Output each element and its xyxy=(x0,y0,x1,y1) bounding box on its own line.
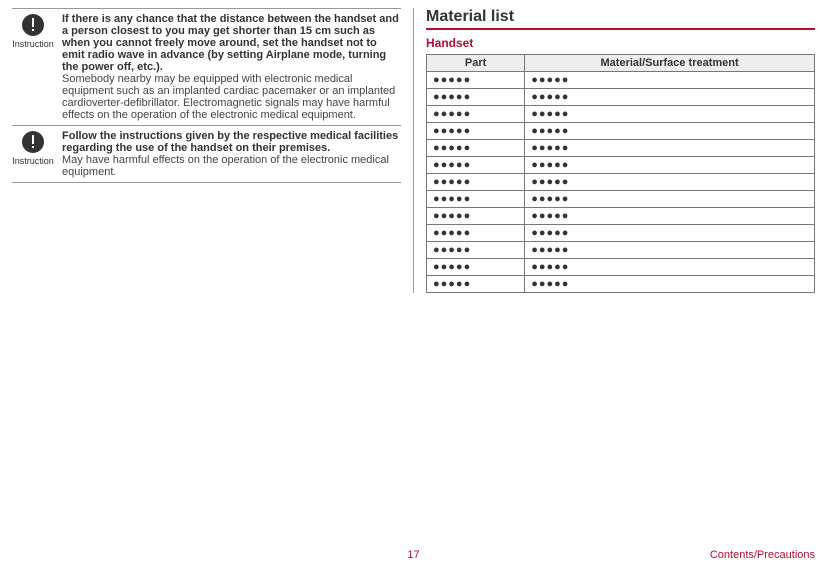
cell-part: ●●●●● xyxy=(427,123,525,140)
instruction-text: If there is any chance that the distance… xyxy=(62,13,401,121)
page-columns: Instruction If there is any chance that … xyxy=(12,8,815,293)
cell-part: ●●●●● xyxy=(427,276,525,293)
cell-part: ●●●●● xyxy=(427,106,525,123)
instruction-text: Follow the instructions given by the res… xyxy=(62,130,401,178)
table-header-row: Part Material/Surface treatment xyxy=(427,55,815,72)
cell-part: ●●●●● xyxy=(427,89,525,106)
cell-material: ●●●●● xyxy=(525,72,815,89)
instruction-bold: Follow the instructions given by the res… xyxy=(62,130,398,154)
cell-material: ●●●●● xyxy=(525,276,815,293)
col-material: Material/Surface treatment xyxy=(525,55,815,72)
instruction-block: Instruction If there is any chance that … xyxy=(12,8,401,125)
material-table: Part Material/Surface treatment ●●●●●●●●… xyxy=(426,54,815,293)
cell-material: ●●●●● xyxy=(525,242,815,259)
cell-material: ●●●●● xyxy=(525,157,815,174)
cell-part: ●●●●● xyxy=(427,191,525,208)
column-divider xyxy=(413,8,414,293)
table-row: ●●●●●●●●●● xyxy=(427,123,815,140)
instruction-icon xyxy=(12,130,54,154)
cell-part: ●●●●● xyxy=(427,174,525,191)
cell-material: ●●●●● xyxy=(525,106,815,123)
table-row: ●●●●●●●●●● xyxy=(427,157,815,174)
cell-part: ●●●●● xyxy=(427,72,525,89)
cell-material: ●●●●● xyxy=(525,191,815,208)
table-row: ●●●●●●●●●● xyxy=(427,106,815,123)
footer-section: Contents/Precautions xyxy=(547,549,815,561)
table-row: ●●●●●●●●●● xyxy=(427,259,815,276)
instruction-body: May have harmful effects on the operatio… xyxy=(62,154,389,178)
right-column: Material list Handset Part Material/Surf… xyxy=(426,8,815,293)
instruction-bold: If there is any chance that the distance… xyxy=(62,13,399,73)
cell-part: ●●●●● xyxy=(427,140,525,157)
instruction-block: Instruction Follow the instructions give… xyxy=(12,125,401,183)
cell-part: ●●●●● xyxy=(427,208,525,225)
cell-part: ●●●●● xyxy=(427,225,525,242)
cell-material: ●●●●● xyxy=(525,123,815,140)
table-row: ●●●●●●●●●● xyxy=(427,208,815,225)
page-footer: 17 Contents/Precautions xyxy=(12,549,815,561)
instruction-icon-label: Instruction xyxy=(12,39,54,49)
left-column: Instruction If there is any chance that … xyxy=(12,8,401,293)
table-subhead: Handset xyxy=(426,36,815,50)
table-row: ●●●●●●●●●● xyxy=(427,276,815,293)
table-row: ●●●●●●●●●● xyxy=(427,225,815,242)
instruction-icon-col: Instruction xyxy=(12,130,54,178)
page-number: 17 xyxy=(280,549,548,561)
cell-material: ●●●●● xyxy=(525,225,815,242)
instruction-body: Somebody nearby may be equipped with ele… xyxy=(62,73,395,121)
cell-part: ●●●●● xyxy=(427,242,525,259)
cell-material: ●●●●● xyxy=(525,89,815,106)
cell-material: ●●●●● xyxy=(525,259,815,276)
section-title: Material list xyxy=(426,8,815,30)
instruction-icon-col: Instruction xyxy=(12,13,54,121)
instruction-icon-label: Instruction xyxy=(12,156,54,166)
col-part: Part xyxy=(427,55,525,72)
table-row: ●●●●●●●●●● xyxy=(427,89,815,106)
table-row: ●●●●●●●●●● xyxy=(427,72,815,89)
cell-material: ●●●●● xyxy=(525,140,815,157)
table-row: ●●●●●●●●●● xyxy=(427,140,815,157)
cell-material: ●●●●● xyxy=(525,208,815,225)
cell-part: ●●●●● xyxy=(427,259,525,276)
table-row: ●●●●●●●●●● xyxy=(427,242,815,259)
cell-material: ●●●●● xyxy=(525,174,815,191)
instruction-icon xyxy=(12,13,54,37)
cell-part: ●●●●● xyxy=(427,157,525,174)
table-row: ●●●●●●●●●● xyxy=(427,191,815,208)
table-row: ●●●●●●●●●● xyxy=(427,174,815,191)
